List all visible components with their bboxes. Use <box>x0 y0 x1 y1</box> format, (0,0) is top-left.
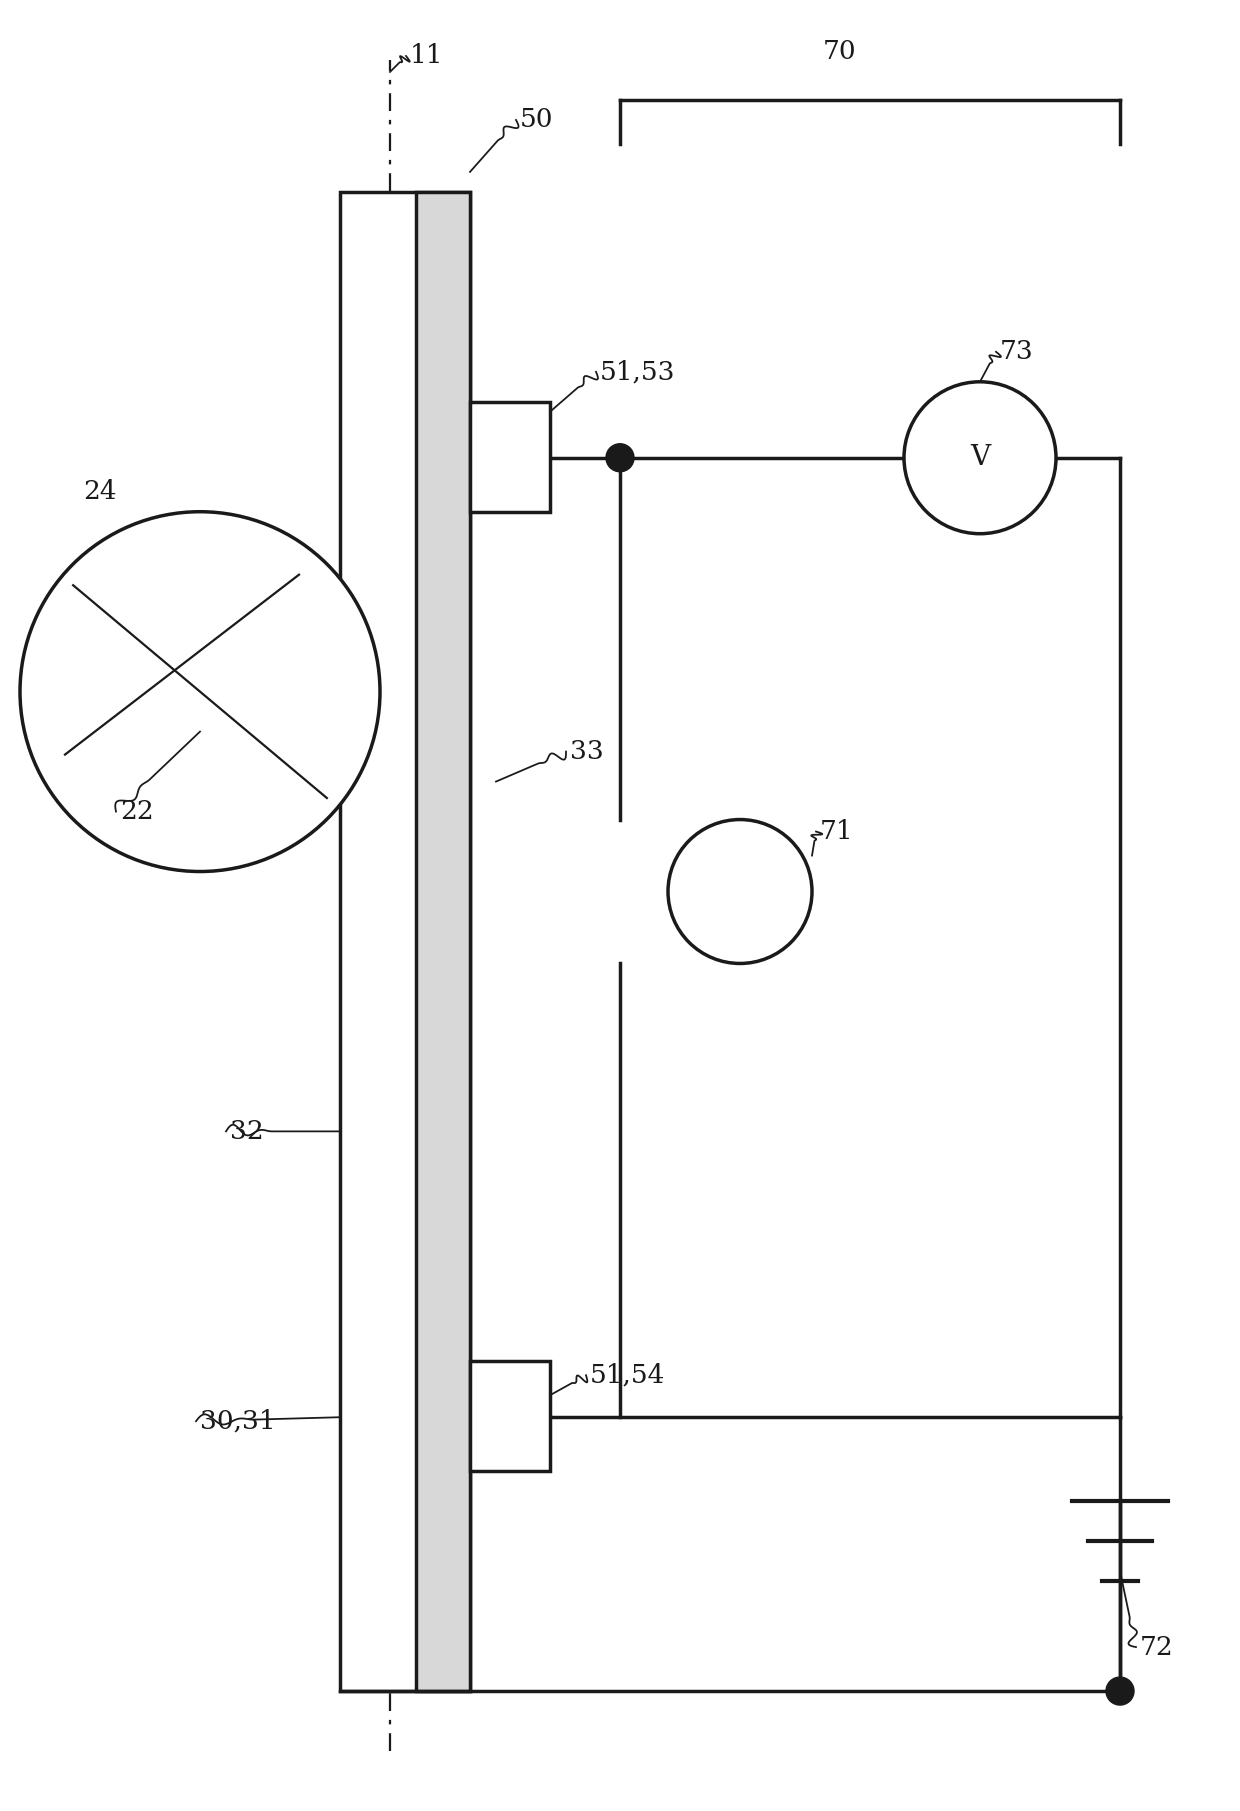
Text: 72: 72 <box>1140 1635 1174 1659</box>
Bar <box>415 192 470 1691</box>
Text: V: V <box>970 444 990 471</box>
Text: 30,31: 30,31 <box>200 1409 275 1434</box>
Text: 73: 73 <box>999 339 1034 364</box>
Text: 11: 11 <box>410 43 444 69</box>
Text: 51,53: 51,53 <box>600 359 676 384</box>
Bar <box>470 1362 551 1471</box>
Circle shape <box>606 444 634 471</box>
Bar <box>340 192 470 1691</box>
Text: 70: 70 <box>823 40 857 65</box>
Text: 50: 50 <box>520 107 553 132</box>
Text: 24: 24 <box>83 480 117 503</box>
Text: 51,54: 51,54 <box>590 1362 666 1387</box>
Circle shape <box>668 820 812 963</box>
Circle shape <box>904 382 1056 534</box>
Text: 71: 71 <box>820 819 853 844</box>
Text: 22: 22 <box>120 799 154 824</box>
Circle shape <box>20 513 379 871</box>
Text: 32: 32 <box>229 1119 264 1145</box>
Bar <box>470 402 551 513</box>
Text: 33: 33 <box>570 739 604 764</box>
Circle shape <box>1106 1677 1135 1706</box>
